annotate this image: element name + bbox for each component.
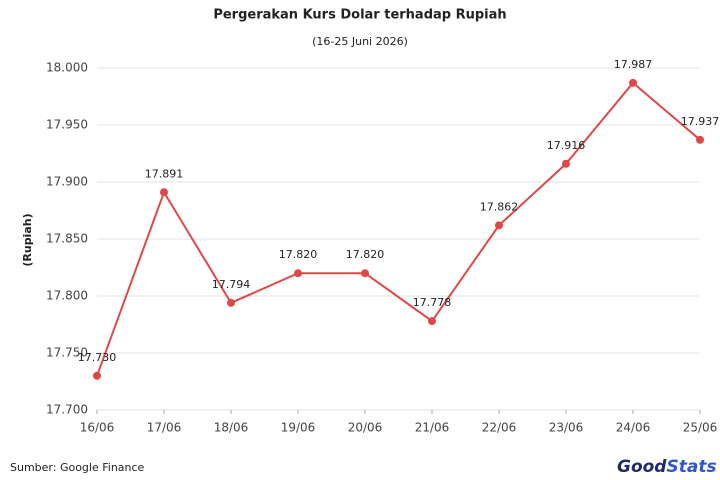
y-tick-label: 17.950	[46, 118, 88, 132]
data-point	[160, 188, 168, 197]
y-axis-label: (Rupiah)	[21, 213, 34, 266]
y-tick-label: 17.700	[46, 403, 88, 417]
logo-part: Stats	[666, 457, 716, 477]
y-tick-label: 17.900	[46, 175, 88, 189]
chart-title: Pergerakan Kurs Dolar terhadap Rupiah	[213, 8, 506, 23]
x-tick-label: 19/06	[281, 421, 316, 435]
data-label: 17.916	[547, 139, 586, 152]
data-point	[495, 221, 503, 230]
y-tick-label: 17.850	[46, 232, 88, 246]
x-tick-label: 23/06	[549, 421, 584, 435]
x-tick-label: 17/06	[147, 421, 182, 435]
x-tick-label: 22/06	[482, 421, 517, 435]
y-tick-label: 17.750	[46, 346, 88, 360]
x-tick-label: 18/06	[214, 421, 249, 435]
data-point	[696, 135, 704, 144]
x-tick-label: 21/06	[415, 421, 450, 435]
data-line	[96, 81, 701, 377]
data-label: 17.730	[78, 351, 117, 364]
data-point	[93, 371, 101, 380]
x-tick-label: 24/06	[616, 421, 651, 435]
source: Sumber: Google Finance	[10, 461, 145, 474]
data-point	[629, 78, 637, 87]
y-tick-label: 17.800	[46, 289, 88, 303]
data-point	[227, 298, 235, 307]
data-label: 17.891	[145, 167, 184, 180]
data-point	[428, 317, 436, 326]
data-point	[562, 159, 570, 168]
x-tick-label: 16/06	[80, 421, 115, 435]
logo: GoodStats	[617, 457, 717, 477]
data-label: 17.820	[279, 248, 318, 261]
data-point	[361, 269, 369, 278]
x-tick-label: 20/06	[348, 421, 383, 435]
logo-part: Good	[617, 457, 667, 477]
data-label: 17.820	[346, 248, 385, 261]
chart-subtitle: (16-25 Juni 2026)	[312, 35, 408, 48]
data-point	[294, 269, 302, 278]
data-label: 17.937	[681, 115, 720, 128]
data-label: 17.862	[480, 200, 519, 213]
data-label: 17.794	[212, 278, 251, 291]
y-tick-label: 18.000	[46, 61, 88, 75]
data-label: 17.987	[614, 58, 653, 71]
x-tick-label: 25/06	[683, 421, 718, 435]
data-label: 17.778	[413, 296, 452, 309]
